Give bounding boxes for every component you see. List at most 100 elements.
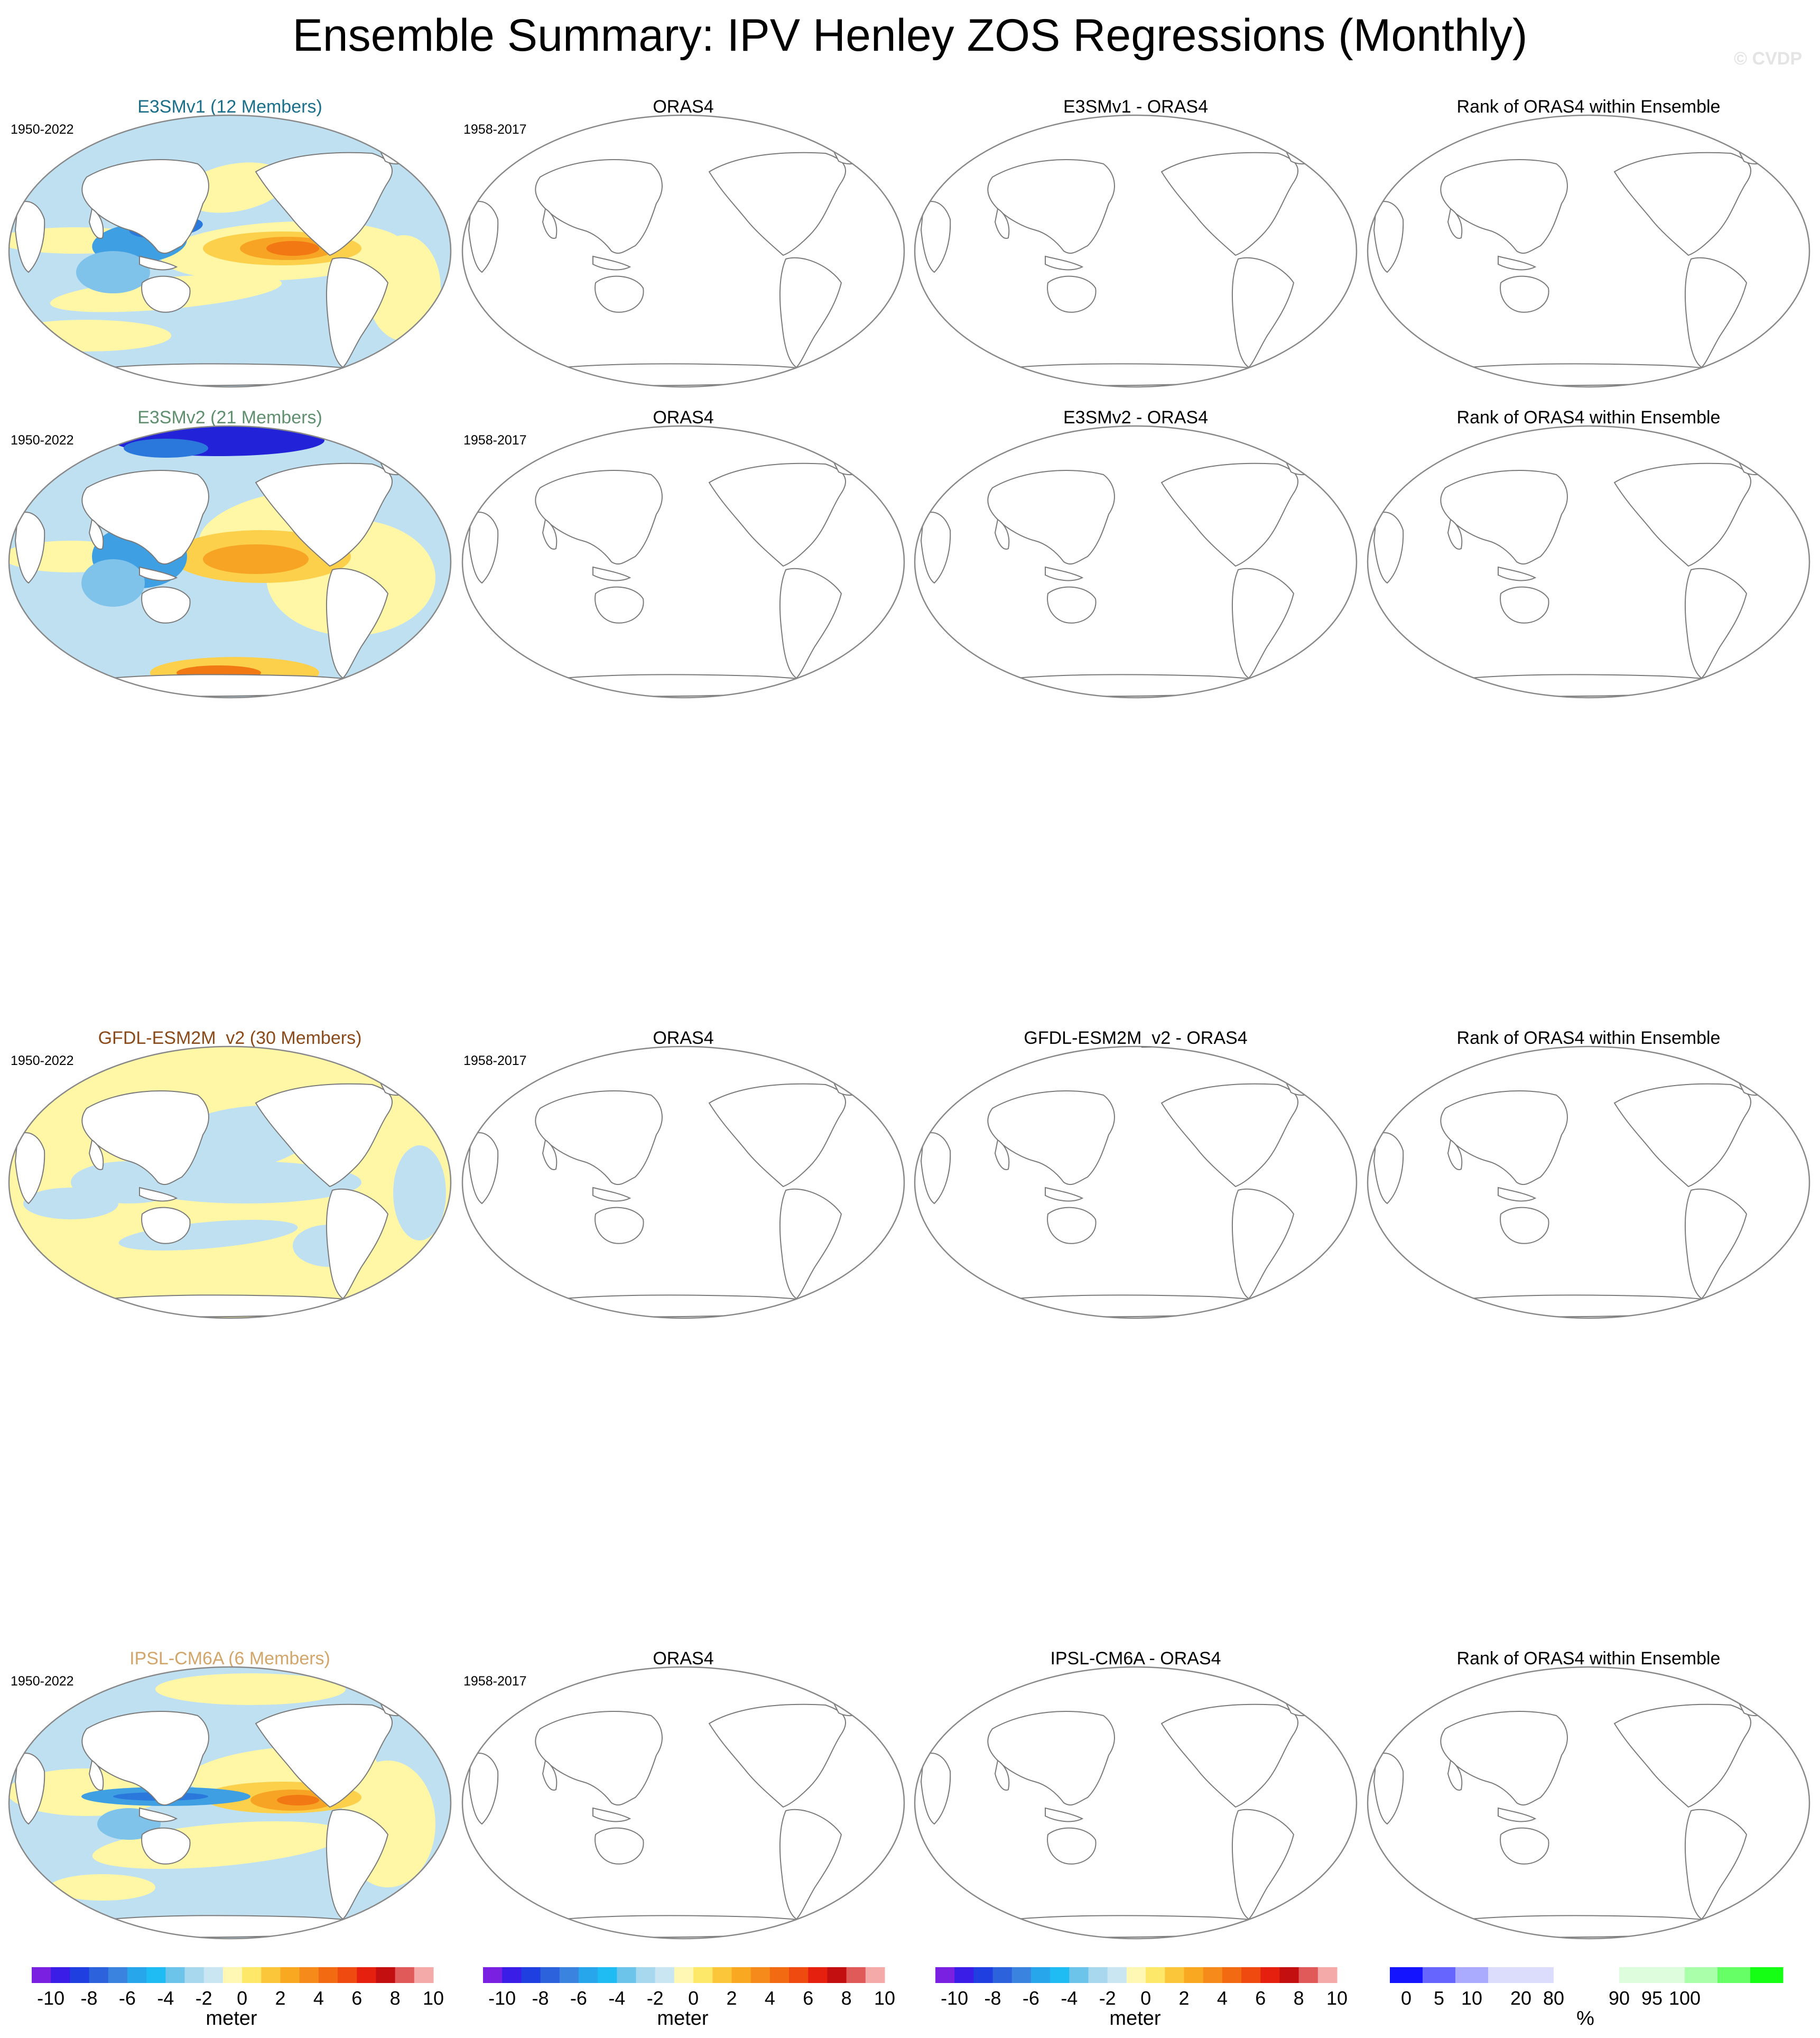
row-3-rank-title: Rank of ORAS4 within Ensemble [1456, 1648, 1721, 1669]
coastline-namerica [1160, 1083, 1299, 1188]
colorbar-3-unit: % [1576, 2007, 1594, 2030]
coastline-namerica [708, 152, 847, 256]
coastline-antarctica [70, 363, 396, 386]
map-frame [8, 425, 452, 699]
colorbar-swatch [598, 1967, 617, 1983]
colorbar-swatch [540, 1967, 560, 1983]
colorbar-swatch [808, 1967, 828, 1983]
coastline-africa [468, 1132, 499, 1205]
coastline-namerica [1613, 462, 1752, 567]
coastline-india [994, 1759, 1010, 1791]
colorbar-1-unit: meter [657, 2007, 709, 2030]
colorbar-swatch [414, 1967, 434, 1983]
coastline-namerica [255, 1083, 393, 1188]
colorbar-swatch [1488, 1967, 1521, 1983]
coastline-namerica [708, 1083, 847, 1188]
coastline-maritime [1045, 1187, 1084, 1202]
coastline-australia [1047, 1207, 1097, 1244]
colorbar-1-tick: -2 [646, 1987, 664, 2009]
coastline-maritime [1498, 566, 1537, 581]
colorbar-swatch [318, 1967, 338, 1983]
coastline-india [542, 1139, 558, 1170]
coastline-india [88, 518, 104, 550]
coastline-africa [1373, 512, 1404, 584]
colorbar-0-unit: meter [206, 2007, 257, 2030]
map-frame [461, 114, 905, 388]
coastline-samerica [1231, 1188, 1295, 1300]
colorbar-swatch [973, 1967, 993, 1983]
coastline-maritime [1498, 1807, 1537, 1822]
colorbar-swatch [108, 1967, 128, 1983]
coastline-antarctica [1428, 1915, 1755, 1938]
colorbar-swatch [299, 1967, 319, 1983]
coastline-africa [920, 512, 951, 584]
colorbar-swatch [184, 1967, 205, 1983]
colorbar-3-tick: 10 [1461, 1987, 1483, 2009]
coastline-maritime [592, 566, 632, 581]
colorbar-swatch [1222, 1967, 1242, 1983]
colorbar-swatch [338, 1967, 357, 1983]
colorbar-swatch [1030, 1967, 1051, 1983]
coastline-antarctica [70, 1915, 396, 1938]
colorbar-swatch [203, 1967, 224, 1983]
colorbar-swatch [1554, 1967, 1587, 1983]
coastline-antarctica [70, 1294, 396, 1318]
coastline-asia [1440, 159, 1568, 254]
coastline-antarctica [70, 674, 396, 697]
coastline-asia [1440, 470, 1568, 565]
coastline-asia [535, 470, 663, 565]
colorbar-swatch [1750, 1967, 1784, 1983]
coastline-namerica [1160, 462, 1299, 567]
colorbar-1-tick: -4 [608, 1987, 626, 2009]
row-1-diff-map [914, 425, 1358, 699]
colorbar-swatch [70, 1967, 90, 1983]
row-0-diff-title: E3SMv1 - ORAS4 [1063, 97, 1208, 117]
coastline-australia [141, 586, 191, 624]
colorbar-swatch [693, 1967, 713, 1983]
colorbar-0-tick: 0 [237, 1987, 248, 2009]
coastline-samerica [1684, 568, 1748, 679]
map-frame [461, 1666, 905, 1940]
colorbar-3-tick: 80 [1543, 1987, 1565, 2009]
coastline-australia [141, 275, 191, 313]
coastline-samerica [779, 568, 842, 679]
colorbar-swatch [242, 1967, 262, 1983]
colorbar-2-tick: 10 [1326, 1987, 1348, 2009]
colorbar-swatch [222, 1967, 243, 1983]
row-2-diff-title: GFDL-ESM2M_v2 - ORAS4 [1024, 1028, 1248, 1048]
row-1-model-title: E3SMv2 (21 Members) [137, 407, 322, 428]
colorbar-0-tick: -4 [157, 1987, 174, 2009]
colorbar-3-tick: 95 [1641, 1987, 1663, 2009]
coastline-australia [141, 1827, 191, 1865]
row-0-diff-map [914, 114, 1358, 388]
colorbar-swatch [1521, 1967, 1554, 1983]
map-frame [914, 1045, 1358, 1319]
coastline-asia [987, 1711, 1115, 1806]
colorbar-0 [32, 1967, 434, 1983]
coastline-africa [14, 1753, 45, 1825]
coastline-antarctica [1428, 674, 1755, 697]
colorbar-swatch [712, 1967, 732, 1983]
coastline-namerica [708, 1703, 847, 1808]
coastline-samerica [1231, 1809, 1295, 1920]
row-1-rank-map [1367, 425, 1810, 699]
row-2-rank-map [1367, 1045, 1810, 1319]
coastline-asia [987, 159, 1115, 254]
map-frame [914, 114, 1358, 388]
row-2-model-map [8, 1045, 452, 1319]
row-3-model-title: IPSL-CM6A (6 Members) [129, 1648, 330, 1669]
colorbar-swatch [578, 1967, 598, 1983]
coastline-australia [1500, 275, 1549, 313]
colorbar-2-tick: -4 [1061, 1987, 1078, 2009]
map-frame [461, 425, 905, 699]
coastline-india [1447, 518, 1463, 550]
coastline-maritime [139, 255, 178, 271]
colorbar-2-tick: 0 [1140, 1987, 1152, 2009]
map-frame [914, 1666, 1358, 1940]
coastline-india [542, 1759, 558, 1791]
colorbar-0-tick: 8 [389, 1987, 401, 2009]
coastline-antarctica [976, 1294, 1302, 1318]
coastline-africa [468, 512, 499, 584]
coastline-maritime [1045, 255, 1084, 271]
colorbar-2-unit: meter [1109, 2007, 1161, 2030]
